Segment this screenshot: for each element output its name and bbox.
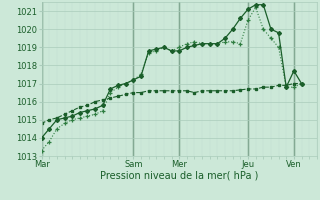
X-axis label: Pression niveau de la mer( hPa ): Pression niveau de la mer( hPa ) bbox=[100, 171, 258, 181]
